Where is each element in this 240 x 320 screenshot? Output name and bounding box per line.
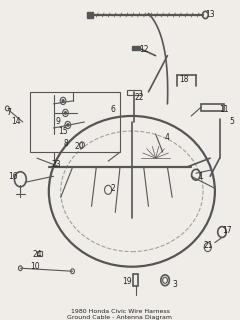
Text: 4: 4 xyxy=(165,132,170,141)
Text: 11: 11 xyxy=(220,105,229,115)
Text: 8: 8 xyxy=(63,139,68,148)
Bar xyxy=(132,46,140,50)
Text: 3: 3 xyxy=(172,280,177,289)
Bar xyxy=(30,92,120,152)
Text: 18: 18 xyxy=(179,75,189,84)
Text: 15: 15 xyxy=(58,126,68,136)
Text: 14: 14 xyxy=(11,117,20,126)
Bar xyxy=(133,274,138,286)
Text: 2: 2 xyxy=(110,184,115,193)
Text: 5: 5 xyxy=(229,117,234,126)
Circle shape xyxy=(65,112,66,114)
Text: 22: 22 xyxy=(134,93,144,102)
Text: 12: 12 xyxy=(139,45,149,54)
Text: 10: 10 xyxy=(30,262,39,271)
Circle shape xyxy=(67,124,69,126)
Text: 17: 17 xyxy=(222,226,232,235)
Text: 23: 23 xyxy=(51,160,61,169)
Bar xyxy=(37,251,42,256)
Text: 13: 13 xyxy=(205,11,215,20)
Text: 24: 24 xyxy=(32,250,42,259)
Text: 9: 9 xyxy=(56,117,61,126)
Text: 16: 16 xyxy=(8,172,18,181)
Text: 7: 7 xyxy=(6,108,11,117)
Bar xyxy=(201,104,224,111)
Text: 1: 1 xyxy=(198,172,203,181)
Bar xyxy=(87,12,93,18)
Bar xyxy=(127,90,141,95)
Text: 21: 21 xyxy=(203,241,213,250)
Text: 20: 20 xyxy=(75,142,84,151)
Text: 1980 Honda Civic Wire Harness
Ground Cable - Antenna Diagram: 1980 Honda Civic Wire Harness Ground Cab… xyxy=(67,309,173,320)
Text: 19: 19 xyxy=(122,277,132,286)
Circle shape xyxy=(62,100,64,102)
Text: 6: 6 xyxy=(110,105,115,115)
